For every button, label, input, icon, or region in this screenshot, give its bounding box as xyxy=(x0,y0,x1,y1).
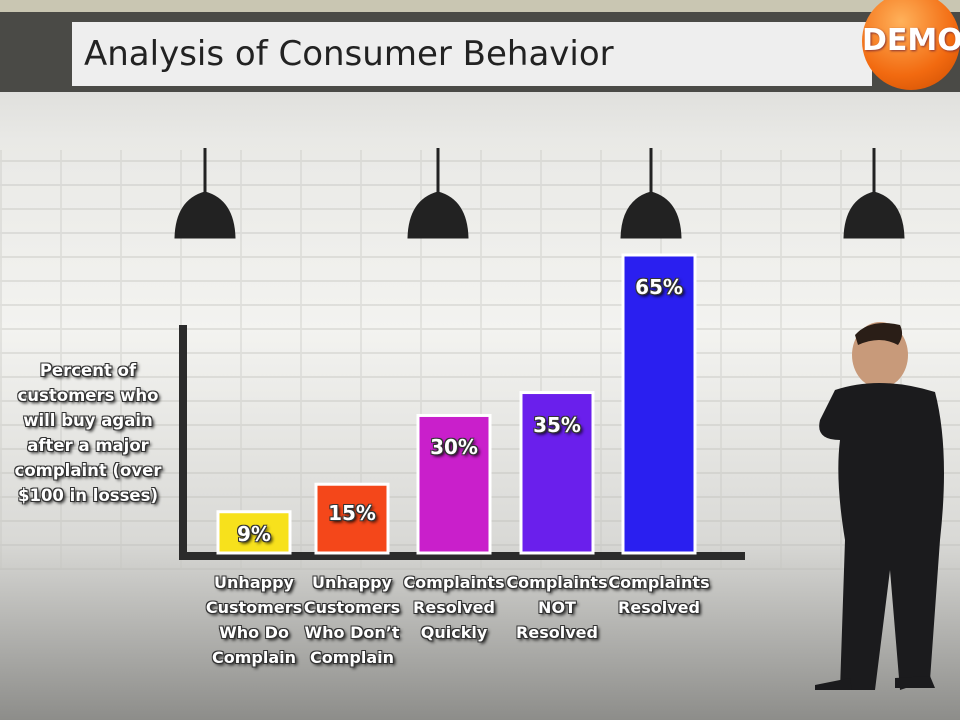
value-label: 9% xyxy=(237,522,271,547)
value-label: 35% xyxy=(533,412,581,437)
bar xyxy=(519,391,595,555)
axis-frame xyxy=(179,325,745,560)
x-tick-label: Unhappy Customers Who Don’t Complain xyxy=(303,573,401,667)
x-tick-label: Complaints Resolved Quickly xyxy=(403,573,505,642)
x-tick-label: Unhappy Customers Who Do Complain xyxy=(205,573,303,667)
lamps xyxy=(174,148,905,239)
bar xyxy=(314,482,390,555)
value-label: 15% xyxy=(328,501,376,526)
man-silhouette xyxy=(815,322,944,690)
x-tick-label: Complaints NOT Resolved xyxy=(506,573,608,642)
bar xyxy=(216,510,292,555)
x-tick-label: Complaints Resolved xyxy=(608,573,710,617)
y-axis-label: Percent of customers who will buy again … xyxy=(14,361,162,505)
bar xyxy=(621,253,697,555)
bar xyxy=(416,413,492,555)
chart-title: Analysis of Consumer Behavior xyxy=(84,34,614,74)
top-strip xyxy=(0,0,960,12)
demo-badge: DEMO xyxy=(862,0,960,90)
title-box xyxy=(72,22,872,86)
value-label: 65% xyxy=(635,275,683,299)
value-label: 30% xyxy=(430,435,478,460)
